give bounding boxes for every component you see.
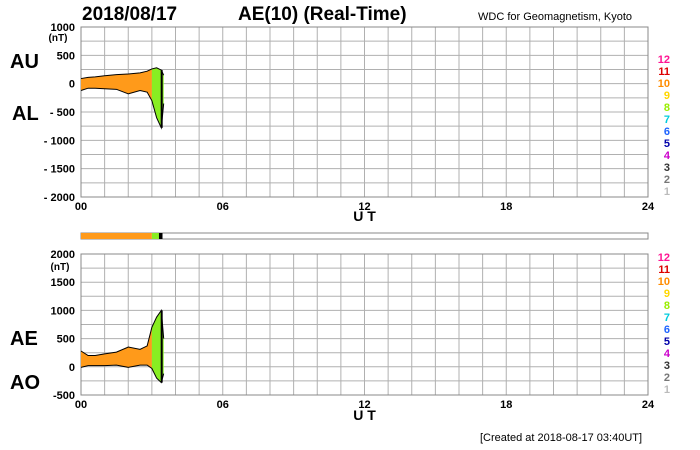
y-tick-label: 0: [69, 79, 75, 91]
station-level-9: 9: [663, 288, 670, 300]
y-unit-label: (nT): [51, 262, 70, 273]
y-tick-label: 500: [57, 50, 75, 62]
station-level-8: 8: [663, 300, 670, 312]
x-tick-label: 24: [642, 201, 655, 213]
station-level-2: 2: [663, 372, 670, 384]
series-line-au: [80, 67, 165, 80]
station-level-8: 8: [663, 102, 670, 114]
x-tick-label: 06: [217, 201, 229, 213]
station-level-10: 10: [657, 276, 670, 288]
y-tick-label: -500: [53, 390, 75, 402]
y-unit-label: (nT): [49, 33, 68, 44]
y-tick-label: 1000: [51, 305, 75, 317]
plot-frame: [80, 26, 649, 198]
y-tick-label: 1500: [51, 277, 75, 289]
chart-title: AE(10) (Real-Time): [238, 4, 407, 25]
station-level-6: 6: [663, 126, 670, 138]
y-tick-label: - 500: [50, 107, 75, 119]
coverage-bar: [80, 232, 649, 240]
coverage-segment: [81, 233, 152, 239]
y-tick-label: - 1500: [44, 164, 75, 176]
x-axis-label: U T: [353, 208, 376, 224]
x-tick-label: 00: [75, 399, 87, 411]
station-level-7: 7: [663, 312, 670, 324]
station-level-4: 4: [663, 150, 670, 162]
station-level-7: 7: [663, 114, 670, 126]
station-level-5: 5: [663, 336, 670, 348]
x-tick-label: 12: [358, 399, 370, 411]
y-tick-label: - 1000: [44, 135, 75, 147]
au-label: AU: [10, 51, 39, 73]
x-tick-label: 24: [642, 399, 655, 411]
x-tick-label: 18: [500, 201, 512, 213]
ae-label: AE: [10, 328, 38, 350]
station-level-11: 11: [658, 66, 670, 78]
station-level-3: 3: [663, 162, 670, 174]
al-label: AL: [12, 103, 39, 125]
y-tick-label: 2000: [51, 249, 75, 261]
station-level-6: 6: [663, 324, 670, 336]
chart-date: 2018/08/17: [82, 4, 178, 25]
station-level-5: 5: [663, 138, 670, 150]
station-level-2: 2: [663, 174, 670, 186]
x-axis-label: U T: [353, 407, 376, 423]
station-level-9: 9: [663, 90, 670, 102]
x-tick-label: 18: [500, 399, 512, 411]
station-level-12: 12: [657, 54, 670, 66]
coverage-segment: [151, 233, 159, 239]
station-level-1: 1: [663, 384, 670, 396]
x-tick-label: 12: [358, 201, 370, 213]
series-line-ae: [80, 308, 165, 357]
ao-label: AO: [10, 372, 40, 394]
y-tick-label: 500: [57, 334, 75, 346]
y-tick-label: 1000: [51, 22, 75, 34]
station-level-11: 11: [658, 264, 670, 276]
station-level-10: 10: [657, 78, 670, 90]
series-line-ao: [80, 364, 165, 384]
x-tick-label: 06: [217, 399, 229, 411]
series-line-al: [80, 87, 165, 130]
created-timestamp: [Created at 2018-08-17 03:40UT]: [480, 432, 643, 444]
station-level-4: 4: [663, 348, 670, 360]
station-level-1: 1: [663, 186, 670, 198]
station-level-12: 12: [657, 252, 670, 264]
coverage-segment: [158, 233, 163, 239]
station-level-3: 3: [663, 360, 670, 372]
area-fill-orange: [81, 327, 152, 369]
x-tick-label: 00: [75, 201, 87, 213]
plot-frame: [80, 253, 649, 396]
y-tick-label: 0: [69, 362, 75, 374]
organization-label: WDC for Geomagnetism, Kyoto: [478, 11, 633, 23]
area-fill-orange: [81, 68, 152, 101]
y-tick-label: - 2000: [44, 192, 75, 204]
